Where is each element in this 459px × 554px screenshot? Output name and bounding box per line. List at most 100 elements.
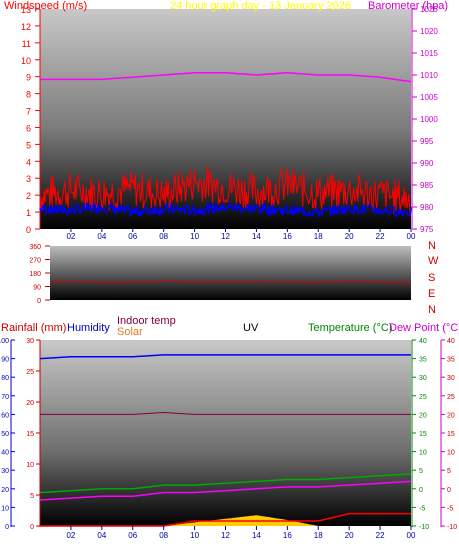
bottom-hour-tick-label: 12 bbox=[221, 531, 230, 540]
dir-label-n-bottom: N bbox=[428, 304, 436, 316]
rainfall-tick-label: 5 bbox=[30, 493, 34, 500]
temperature-tick-label: 0 bbox=[419, 487, 423, 494]
humidity-tick-label: 70 bbox=[1, 394, 9, 401]
solar-label: Solar bbox=[117, 326, 143, 338]
bottom-hour-tick-label: 22 bbox=[376, 531, 385, 540]
dewpoint-line bbox=[39, 480, 412, 501]
direction-tick-label: 270 bbox=[29, 258, 41, 265]
top-hour-tick-label: 10 bbox=[190, 232, 199, 241]
bottom-hour-tick-label: 00 bbox=[407, 531, 416, 540]
humidity-tick-label: 60 bbox=[1, 412, 9, 419]
graph-title: 24 hour graph day - 13 January 2026 bbox=[170, 0, 351, 12]
top-hour-tick-label: 02 bbox=[66, 232, 75, 241]
top-hour-tick-label: 18 bbox=[314, 232, 323, 241]
dewpoint-axis-title: Dew Point (°C) bbox=[389, 322, 459, 334]
dewpoint-tick-label: 25 bbox=[447, 394, 455, 401]
humidity-tick-label: 0 bbox=[5, 524, 9, 531]
dir-label-s: S bbox=[428, 272, 435, 284]
top-hour-tick-label: 22 bbox=[376, 232, 385, 241]
humidity-tick-label: 80 bbox=[1, 375, 9, 382]
rainfall-tick-label: 30 bbox=[26, 338, 34, 345]
indoor-temp-line bbox=[40, 411, 411, 415]
bottom-hour-tick-label: 08 bbox=[159, 531, 168, 540]
dewpoint-tick-label: 0 bbox=[447, 487, 451, 494]
windspeed-tick-label: 9 bbox=[26, 73, 31, 83]
dewpoint-tick-label: 10 bbox=[447, 450, 455, 457]
bottom-hour-tick-label: 04 bbox=[97, 531, 106, 540]
humidity-tick-label: 100 bbox=[0, 338, 9, 345]
bottom-plot-area bbox=[40, 340, 411, 526]
humidity-tick-label: 40 bbox=[1, 450, 9, 457]
barometer-tick-label: 1025 bbox=[420, 5, 438, 14]
temperature-tick-label: 40 bbox=[419, 338, 427, 345]
rainfall-tick-label: 0 bbox=[30, 524, 34, 531]
windspeed-tick-label: 12 bbox=[21, 22, 31, 32]
windspeed-tick-label: 10 bbox=[21, 56, 31, 66]
temperature-tick-label: 30 bbox=[419, 375, 427, 382]
dewpoint-tick-label: 5 bbox=[447, 468, 451, 475]
bottom-hour-tick-label: 02 bbox=[66, 531, 75, 540]
bottom-hour-tick-label: 18 bbox=[314, 531, 323, 540]
temperature-axis-title: Temperature (°C) bbox=[308, 322, 392, 334]
top-hour-tick-label: 20 bbox=[345, 232, 354, 241]
temperature-tick-label: 20 bbox=[419, 412, 427, 419]
dir-label-e: E bbox=[428, 288, 435, 300]
humidity-tick-label: 30 bbox=[1, 468, 9, 475]
windspeed-tick-label: 5 bbox=[26, 140, 31, 150]
direction-tick-label: 0 bbox=[37, 298, 41, 305]
temperature-tick-label: 10 bbox=[419, 450, 427, 457]
barometer-tick-label: 985 bbox=[420, 181, 434, 190]
top-hour-tick-label: 12 bbox=[221, 232, 230, 241]
direction-line bbox=[49, 280, 412, 284]
top-plot-area bbox=[40, 9, 411, 229]
barometer-tick-label: 1005 bbox=[420, 93, 438, 102]
direction-tick-label: 360 bbox=[29, 244, 41, 251]
humidity-tick-label: 20 bbox=[1, 487, 9, 494]
rainfall-tick-label: 15 bbox=[26, 431, 34, 438]
temperature-tick-label: 25 bbox=[419, 394, 427, 401]
top-hour-tick-label: 14 bbox=[252, 232, 261, 241]
dewpoint-tick-label: 15 bbox=[447, 431, 455, 438]
windspeed-tick-label: 8 bbox=[26, 90, 31, 100]
direction-tick-label: 180 bbox=[29, 271, 41, 278]
bottom-hour-tick-label: 06 bbox=[128, 531, 137, 540]
barometer-tick-label: 1010 bbox=[420, 71, 438, 80]
barometer-line bbox=[40, 72, 412, 83]
bottom-hour-tick-label: 20 bbox=[345, 531, 354, 540]
top-hour-tick-label: 16 bbox=[283, 232, 292, 241]
top-hour-tick-label: 00 bbox=[407, 232, 416, 241]
temperature-tick-label: 15 bbox=[419, 431, 427, 438]
barometer-axis-title: Barometer (hpa) bbox=[368, 0, 448, 12]
barometer-tick-label: 1020 bbox=[420, 27, 438, 36]
windspeed-tick-label: 13 bbox=[21, 5, 31, 15]
barometer-tick-label: 990 bbox=[420, 159, 434, 168]
barometer-tick-label: 975 bbox=[420, 225, 434, 234]
windspeed-tick-label: 4 bbox=[26, 157, 31, 167]
humidity-tick-label: 50 bbox=[1, 431, 9, 438]
bottom-hour-tick-label: 10 bbox=[190, 531, 199, 540]
windspeed-tick-label: 7 bbox=[26, 107, 31, 117]
temperature-tick-label: -5 bbox=[419, 505, 425, 512]
temperature-tick-label: 35 bbox=[419, 357, 427, 364]
windspeed-tick-label: 1 bbox=[26, 208, 31, 218]
windspeed-axis-title: Windspeed (m/s) bbox=[4, 0, 87, 12]
dir-label-n-top: N bbox=[428, 240, 436, 252]
indoor-temp-label: Indoor temp bbox=[117, 315, 176, 327]
barometer-tick-label: 995 bbox=[420, 137, 434, 146]
barometer-tick-label: 1015 bbox=[420, 49, 438, 58]
barometer-tick-label: 1000 bbox=[420, 115, 438, 124]
windspeed-tick-label: 2 bbox=[26, 191, 31, 201]
uv-label: UV bbox=[243, 322, 259, 334]
top-hour-tick-label: 06 bbox=[128, 232, 137, 241]
humidity-axis-title: Humidity bbox=[67, 322, 110, 334]
windspeed-tick-label: 6 bbox=[26, 123, 31, 133]
rainfall-axis-title: Rainfall (mm) bbox=[1, 322, 66, 334]
rainfall-tick-label: 20 bbox=[26, 400, 34, 407]
rainfall-tick-label: 25 bbox=[26, 369, 34, 376]
direction-plot-area bbox=[50, 246, 411, 300]
dewpoint-tick-label: 30 bbox=[447, 375, 455, 382]
direction-tick-label: 90 bbox=[33, 285, 41, 292]
windspeed-average-line bbox=[39, 201, 412, 219]
windspeed-tick-label: 3 bbox=[26, 174, 31, 184]
